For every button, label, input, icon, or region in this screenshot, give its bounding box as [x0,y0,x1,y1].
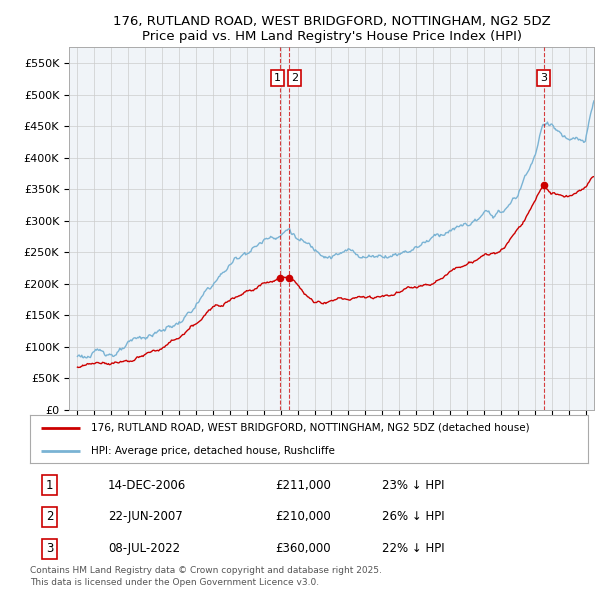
Text: 2: 2 [291,73,298,83]
Title: 176, RUTLAND ROAD, WEST BRIDGFORD, NOTTINGHAM, NG2 5DZ
Price paid vs. HM Land Re: 176, RUTLAND ROAD, WEST BRIDGFORD, NOTTI… [113,15,550,43]
Text: £211,000: £211,000 [275,478,331,491]
Text: 23% ↓ HPI: 23% ↓ HPI [382,478,444,491]
Text: £360,000: £360,000 [275,542,331,555]
Text: £210,000: £210,000 [275,510,331,523]
Text: 176, RUTLAND ROAD, WEST BRIDGFORD, NOTTINGHAM, NG2 5DZ (detached house): 176, RUTLAND ROAD, WEST BRIDGFORD, NOTTI… [91,423,530,433]
Text: 14-DEC-2006: 14-DEC-2006 [108,478,187,491]
Text: 22% ↓ HPI: 22% ↓ HPI [382,542,444,555]
Text: 1: 1 [46,478,53,491]
Text: 1: 1 [274,73,281,83]
Text: 2: 2 [46,510,53,523]
Text: Contains HM Land Registry data © Crown copyright and database right 2025.
This d: Contains HM Land Registry data © Crown c… [30,566,382,587]
Text: HPI: Average price, detached house, Rushcliffe: HPI: Average price, detached house, Rush… [91,446,335,456]
Text: 26% ↓ HPI: 26% ↓ HPI [382,510,444,523]
Text: 22-JUN-2007: 22-JUN-2007 [108,510,183,523]
Text: 3: 3 [46,542,53,555]
Text: 08-JUL-2022: 08-JUL-2022 [108,542,180,555]
Text: 3: 3 [540,73,547,83]
